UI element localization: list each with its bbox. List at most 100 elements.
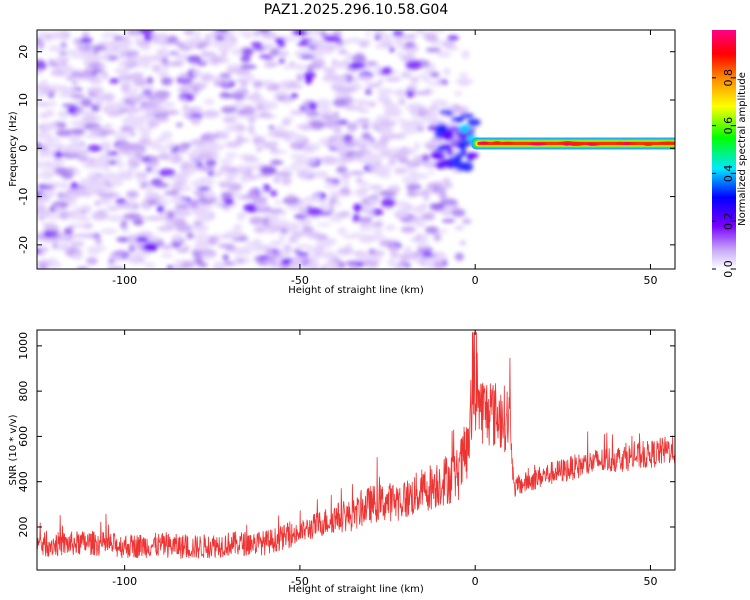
noise-blob [329,216,343,223]
noise-blob [300,123,313,131]
noise-blob [214,35,225,41]
noise-blob [304,30,322,37]
noise-blob [323,44,337,51]
noise-blob [136,236,149,243]
snr-ytick-label: 800 [17,381,30,402]
noise-blob [245,74,256,83]
noise-blob [81,116,98,122]
noise-blob [162,101,175,108]
noise-blob [407,188,415,198]
noise-blob [288,236,299,243]
noise-blob [441,218,456,223]
noise-blob [225,124,240,133]
snr-ytick-label: 1000 [17,332,30,360]
noise-blob [396,118,407,123]
noise-blob [152,34,159,45]
snr-background [37,330,675,570]
noise-blob [413,142,421,150]
noise-blob [387,258,396,267]
signal-ripple [502,141,514,145]
noise-blob [165,142,176,149]
noise-blob [442,209,455,215]
spectrogram-ytick-label: 0 [17,145,30,152]
noise-blob [209,40,226,47]
noise-blob [100,53,109,62]
noise-blob [310,61,322,70]
noise-blob [396,41,405,49]
noise-blob [282,196,301,205]
noise-blob [385,224,396,232]
noise-blob [142,243,158,252]
noise-blob [348,106,362,111]
noise-blob [297,41,311,47]
colorbar-label: Normalized spectral amplitude [737,72,748,226]
noise-blob [253,227,265,233]
noise-blob [237,126,248,132]
transition-blob [458,124,471,133]
noise-blob [38,262,48,269]
noise-blob [351,54,366,63]
noise-blob [226,30,235,37]
noise-blob [339,86,358,94]
noise-blob [37,131,53,141]
noise-blob [320,264,327,269]
noise-blob [275,125,285,130]
noise-blob [187,166,202,173]
noise-blob [427,81,444,86]
noise-blob [103,44,115,53]
noise-blob [233,223,243,231]
noise-blob [379,126,394,137]
noise-blob [37,204,47,213]
noise-blob [258,189,267,195]
noise-blob [147,119,155,129]
noise-blob [412,173,429,180]
noise-blob [147,200,159,205]
noise-blob [291,231,306,238]
noise-blob [157,225,175,232]
noise-blob [257,113,273,118]
noise-blob [47,45,65,52]
noise-blob [361,255,370,261]
noise-blob [37,142,42,150]
noise-blob [279,232,286,242]
noise-blob [323,182,341,189]
noise-blob [387,244,400,252]
noise-blob [225,152,238,159]
noise-blob [168,51,180,56]
noise-blob [248,124,255,134]
colorbar-gradient [712,30,736,269]
noise-blob [439,198,458,206]
noise-blob [82,31,90,39]
noise-blob [192,69,202,77]
noise-blob [405,183,422,191]
noise-blob [305,207,324,216]
noise-blob [270,240,285,245]
noise-blob [361,132,372,140]
signal-ripple [586,142,595,146]
noise-blob [194,238,208,249]
noise-blob [37,69,42,76]
noise-blob [252,80,264,89]
signal-ripple [529,142,547,146]
noise-blob [88,43,96,52]
noise-blob [454,90,462,97]
noise-blob [57,110,69,120]
noise-blob [106,214,125,222]
noise-blob [72,252,84,261]
noise-blob [180,185,192,192]
noise-blob [68,94,86,99]
noise-blob [287,222,300,232]
noise-blob [110,177,124,187]
noise-blob [166,210,175,220]
noise-blob [318,49,332,54]
noise-blob [447,35,459,41]
transition-blob [466,152,479,159]
noise-blob [361,124,370,130]
noise-blob [401,35,411,40]
noise-blob [54,167,68,176]
noise-blob [225,198,234,206]
noise-blob [373,67,382,75]
noise-blob [280,167,299,171]
noise-blob [378,119,397,127]
noise-blob [305,259,320,268]
